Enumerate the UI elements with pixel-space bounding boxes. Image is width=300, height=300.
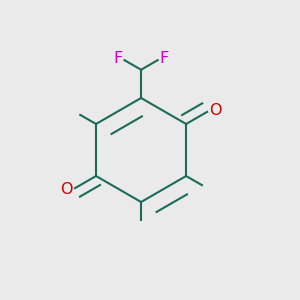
Text: O: O bbox=[61, 182, 73, 197]
Text: F: F bbox=[159, 51, 169, 66]
Text: F: F bbox=[114, 51, 123, 66]
Text: O: O bbox=[209, 103, 222, 118]
